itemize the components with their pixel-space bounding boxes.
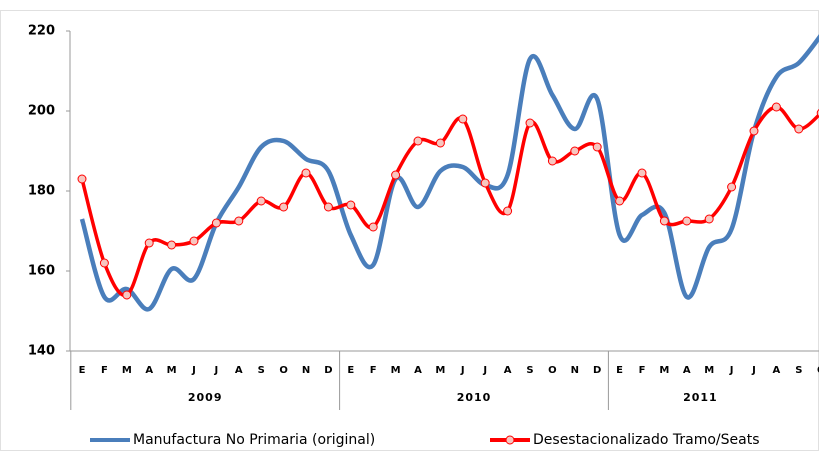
y-tick-label: 160	[28, 264, 55, 279]
series-marker	[682, 216, 692, 226]
x-tick-label: O	[548, 365, 557, 376]
y-tick-label: 200	[28, 104, 55, 119]
x-tick-label: J	[482, 365, 487, 376]
series-marker	[346, 200, 356, 210]
series-marker	[458, 114, 468, 124]
series-marker	[727, 182, 737, 192]
group-label: 2011	[683, 391, 718, 404]
x-tick-label: F	[101, 365, 108, 376]
series-marker	[704, 214, 714, 224]
x-tick-label: A	[504, 365, 512, 376]
series-line	[79, 34, 819, 312]
series-marker	[749, 126, 759, 136]
x-tick-label: N	[302, 365, 310, 376]
x-tick-label: M	[391, 365, 401, 376]
x-tick-label: M	[435, 365, 445, 376]
x-tick-label: F	[370, 365, 377, 376]
series-marker	[592, 142, 602, 152]
series-marker	[525, 118, 535, 128]
x-tick-label: A	[145, 365, 153, 376]
x-tick-label: E	[616, 365, 623, 376]
y-tick-label: 180	[28, 184, 55, 199]
series-marker	[435, 138, 445, 148]
x-tick-label: D	[324, 365, 332, 376]
x-tick-label: O	[817, 365, 819, 376]
x-tick-label: J	[214, 365, 219, 376]
x-tick-label: J	[460, 365, 465, 376]
series-marker	[659, 216, 669, 226]
x-tick-label: S	[526, 365, 533, 376]
group-label: 2009	[188, 391, 223, 404]
x-tick-label: D	[593, 365, 601, 376]
series-marker	[413, 136, 423, 146]
series-marker	[615, 196, 625, 206]
series-marker	[794, 124, 804, 134]
y-tick-label: 140	[28, 344, 55, 359]
x-tick-label: M	[122, 365, 132, 376]
y-tick-label: 220	[28, 24, 55, 39]
series-marker	[570, 146, 580, 156]
series-marker	[771, 102, 781, 112]
x-tick-label: S	[258, 365, 265, 376]
series-marker	[167, 240, 177, 250]
plot-area	[77, 34, 819, 312]
legend-label: Desestacionalizado Tramo/Seats	[533, 432, 760, 448]
series-marker	[189, 236, 199, 246]
x-tick-label: N	[571, 365, 579, 376]
x-tick-label: A	[235, 365, 243, 376]
x-tick-label: F	[639, 365, 646, 376]
x-tick-label: M	[659, 365, 669, 376]
series-marker	[77, 174, 87, 184]
series-line	[80, 105, 819, 298]
x-tick-label: A	[414, 365, 422, 376]
legend-label: Manufactura No Primaria (original)	[133, 432, 375, 448]
group-label: 2010	[457, 391, 492, 404]
legend-marker	[505, 435, 515, 445]
series-marker	[323, 202, 333, 212]
x-tick-label: E	[347, 365, 354, 376]
x-tick-label: O	[279, 365, 288, 376]
x-tick-label: S	[795, 365, 802, 376]
x-tick-label: M	[704, 365, 714, 376]
x-tick-label: J	[729, 365, 734, 376]
x-tick-label: A	[773, 365, 781, 376]
x-tick-label: A	[683, 365, 691, 376]
series-marker	[234, 216, 244, 226]
series-marker	[391, 170, 401, 180]
series-marker	[279, 202, 289, 212]
series-marker	[637, 168, 647, 178]
x-tick-label: J	[191, 365, 196, 376]
series-marker	[256, 196, 266, 206]
series-marker	[547, 156, 557, 166]
chart-frame	[0, 10, 819, 451]
x-tick-label: M	[167, 365, 177, 376]
series-marker	[99, 258, 109, 268]
x-tick-label: J	[751, 365, 756, 376]
series-marker	[503, 206, 513, 216]
series-marker	[480, 178, 490, 188]
series-marker	[144, 238, 154, 248]
series-marker	[122, 290, 132, 300]
x-tick-label: E	[79, 365, 86, 376]
series-marker	[368, 222, 378, 232]
series-marker	[211, 218, 221, 228]
series-marker	[301, 168, 311, 178]
